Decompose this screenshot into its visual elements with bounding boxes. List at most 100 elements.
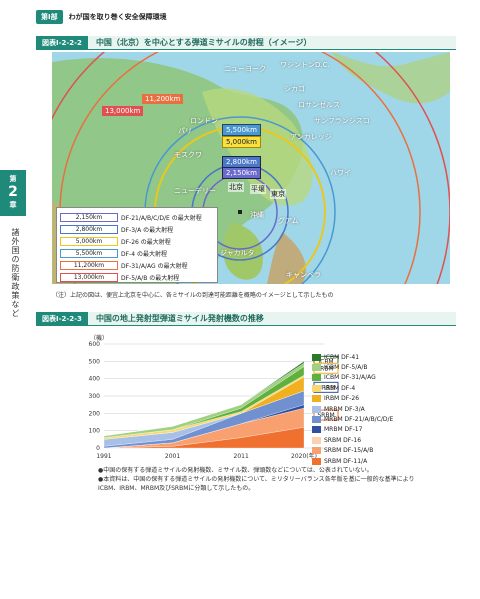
legend-series-name: SRBM DF-11/A	[324, 457, 368, 465]
legend-series-name: ICBM DF-41	[324, 353, 360, 361]
chart-legend-item: ICBM DF-31/A/AG	[312, 373, 393, 383]
figure1-title-bar: 図表Ⅰ-2-2-2 中国（北京）を中心とする弾道ミサイルの射程（イメージ）	[36, 35, 456, 50]
y-tick-label: 200	[89, 410, 101, 417]
figure1-title: 中国（北京）を中心とする弾道ミサイルの射程（イメージ）	[95, 38, 312, 47]
city-losangeles: ロサンゼルス	[298, 101, 340, 109]
legend-swatch	[312, 436, 321, 444]
legend-desc: DF-3/A の最大射程	[121, 226, 174, 234]
legend-swatch: 13,000km	[60, 272, 118, 282]
figure1-label: 図表Ⅰ-2-2-2	[36, 35, 88, 50]
legend-swatch	[312, 426, 321, 434]
legend-swatch	[312, 395, 321, 403]
chart-legend-item: SRBM DF-16	[312, 435, 393, 445]
legend-row: 11,200km DF-31/A/AG の最大射程	[60, 259, 217, 271]
x-tick-label: 1991	[96, 453, 111, 460]
city-london: ロンドン	[190, 117, 218, 125]
legend-swatch: 2,800km	[60, 224, 118, 234]
range-label-13000: 13,000km	[102, 106, 144, 116]
legend-swatch	[312, 416, 321, 424]
footnote-2: ●本資料は、中国の保有する弾道ミサイルの発射機数について、ミリタリーバランス各年…	[98, 476, 415, 492]
legend-desc: DF-4 の最大射程	[121, 250, 167, 258]
x-tick-label: 2011	[234, 453, 249, 460]
city-guam: グアム	[278, 217, 299, 225]
legend-swatch	[312, 374, 321, 382]
chart-legend-item: ICBM DF-41	[312, 352, 393, 362]
chart-legend-item: IRBM DF-26	[312, 394, 393, 404]
figure2-title: 中国の地上発射型弾道ミサイル発射機数の推移	[95, 314, 264, 323]
group-box-srbm	[313, 409, 339, 421]
launcher-chart: 0 100 200 300 400 500 600（機） 1991 2001 2011 2020(年…	[89, 334, 339, 460]
legend-row: 5,500km DF-4 の最大射程	[60, 247, 217, 259]
legend-series-name: ICBM DF-5/A/B	[324, 364, 368, 372]
chapter-suffix: 章	[9, 201, 17, 209]
chart-legend-item: ICBM DF-5/A/B	[312, 362, 393, 372]
legend-row: 5,000km DF-26 の最大射程	[60, 235, 217, 247]
chart-legend-item: MRBM DF-3/A	[312, 404, 393, 414]
city-beijing: 北京	[228, 182, 244, 192]
city-newdelhi: ニューデリー	[174, 187, 216, 195]
figure2-label: 図表Ⅰ-2-2-3	[36, 311, 88, 326]
group-label-icbm: ICBM	[318, 358, 333, 365]
legend-desc: DF-5/A/B の最大射程	[121, 274, 180, 282]
y-tick-label: 300	[89, 393, 101, 400]
chapter-prefix: 第	[9, 175, 17, 183]
y-tick-label: 600	[89, 341, 101, 348]
y-tick-label: 500	[89, 358, 101, 365]
city-tokyo: 東京	[270, 189, 286, 199]
legend-desc: DF-21/A/B/C/D/E の最大射程	[121, 214, 202, 222]
legend-swatch: 2,150km	[60, 212, 118, 222]
city-sanfrancisco: サンフランシスコ	[314, 117, 370, 125]
city-washington: ワシントンD.C.	[280, 61, 330, 69]
footnote-1: ●中国の保有する弾道ミサイルの発射機数、ミサイル数、弾頭数などについては、公表さ…	[98, 467, 373, 474]
legend-swatch: 5,500km	[60, 248, 118, 258]
group-label-srbm: SRBM	[317, 412, 334, 419]
legend-series-name: IRBM DF-26	[324, 395, 360, 403]
group-label-mrbm: MRBM	[317, 384, 336, 391]
group-label-irbm: IRBM	[318, 365, 333, 372]
chart-legend: ICBM DF-41 ICBM DF-5/A/B ICBM DF-31/A/AG IR…	[312, 352, 393, 466]
city-newyork: ニューヨーク	[224, 65, 266, 73]
range-label-2150: 2,150km	[222, 167, 261, 179]
legend-desc: DF-31/A/AG の最大射程	[121, 262, 188, 270]
legend-series-name: MRBM DF-3/A	[324, 405, 365, 413]
y-unit-label: （機）	[90, 334, 108, 342]
range-legend: 2,150km DF-21/A/B/C/D/E の最大射程 2,800km DF-3…	[56, 207, 218, 283]
beijing-marker	[238, 210, 242, 214]
chapter-tab: 第 2 章	[0, 170, 26, 216]
y-tick-label: 100	[89, 428, 101, 435]
legend-swatch	[312, 457, 321, 465]
legend-series-name: ICBM DF-31/A/AG	[324, 374, 376, 382]
y-tick-label: 0	[96, 445, 100, 452]
range-label-5500: 5,500km	[222, 124, 261, 136]
legend-swatch: 5,000km	[60, 236, 118, 246]
legend-series-name: MRBM DF-17	[324, 426, 363, 434]
x-tick-label: 2020(年)	[291, 452, 317, 460]
legend-swatch	[312, 447, 321, 455]
range-label-5000: 5,000km	[222, 136, 261, 148]
x-tick-label: 2001	[165, 453, 180, 460]
chapter-title-vertical: 諸外国の防衛政策など	[11, 228, 20, 318]
legend-row: 13,000km DF-5/A/B の最大射程	[60, 271, 217, 283]
city-moscow: モスクワ	[174, 151, 202, 159]
chart-legend-item: SRBM DF-15/A/B	[312, 446, 393, 456]
header-text: わが国を取り巻く安全保障環境	[68, 13, 167, 21]
city-chicago: シカゴ	[284, 85, 305, 93]
legend-row: 2,800km DF-3/A の最大射程	[60, 223, 217, 235]
chart-legend-item: MRBM DF-17	[312, 425, 393, 435]
city-hawaii: ハワイ	[330, 169, 351, 177]
legend-swatch	[312, 353, 321, 361]
legend-swatch	[312, 384, 321, 392]
city-jakarta: ジャカルタ	[220, 249, 255, 257]
city-canberra: キャンベラ	[286, 271, 321, 279]
city-pyongyang: 平壌	[250, 184, 266, 194]
legend-series-name: SRBM DF-15/A/B	[324, 447, 374, 455]
part-badge: 第Ⅰ部	[36, 10, 63, 24]
page-header: 第Ⅰ部 わが国を取り巻く安全保障環境	[36, 10, 167, 24]
city-paris: パリ	[178, 127, 192, 135]
chapter-number: 2	[8, 184, 18, 200]
legend-swatch	[312, 364, 321, 372]
legend-row: 2,150km DF-21/A/B/C/D/E の最大射程	[60, 211, 217, 223]
legend-swatch: 11,200km	[60, 260, 118, 270]
city-anchorage: アンカレッジ	[290, 133, 332, 141]
figure2-title-bar: 図表Ⅰ-2-2-3 中国の地上発射型弾道ミサイル発射機数の推移	[36, 311, 456, 326]
